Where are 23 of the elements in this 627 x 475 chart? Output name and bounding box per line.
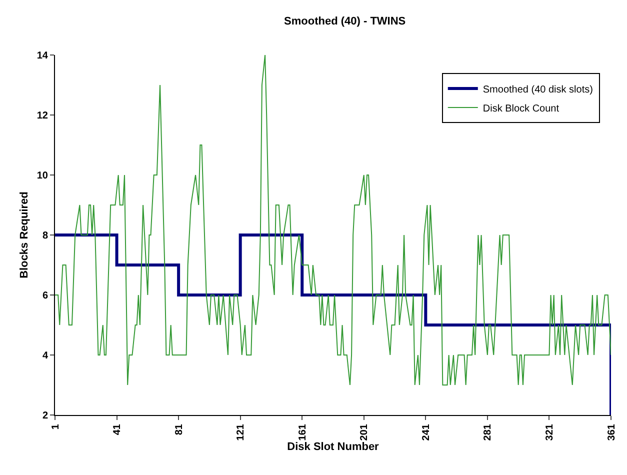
y-tick-label: 6	[42, 290, 48, 302]
x-tick-label: 41	[112, 424, 124, 436]
y-tick-label: 12	[36, 110, 48, 122]
chart-title: Smoothed (40) - TWINS	[284, 15, 406, 28]
x-tick-label: 161	[297, 424, 308, 441]
x-tick-label: 241	[420, 424, 432, 441]
legend-label: Disk Block Count	[482, 103, 560, 114]
x-tick-label: 281	[482, 424, 494, 441]
y-tick-label: 8	[42, 230, 48, 242]
x-tick-label: 321	[544, 424, 556, 441]
y-tick-label: 2	[42, 410, 48, 422]
y-tick-label: 10	[36, 170, 48, 182]
y-tick-label: 14	[36, 50, 48, 62]
x-tick-label: 201	[359, 424, 370, 441]
x-tick-label: 121	[236, 424, 247, 441]
line-series	[55, 55, 611, 386]
x-axis-title: Disk Slot Number	[287, 440, 380, 453]
y-tick-label: 4	[42, 350, 48, 362]
x-tick-label: 1	[50, 424, 62, 430]
x-tick-label: 361	[606, 424, 618, 441]
legend-label: Smoothed (40 disk slots)	[482, 84, 593, 96]
x-tick-label: 81	[174, 424, 185, 436]
y-axis-title: Blocks Required	[18, 192, 31, 278]
